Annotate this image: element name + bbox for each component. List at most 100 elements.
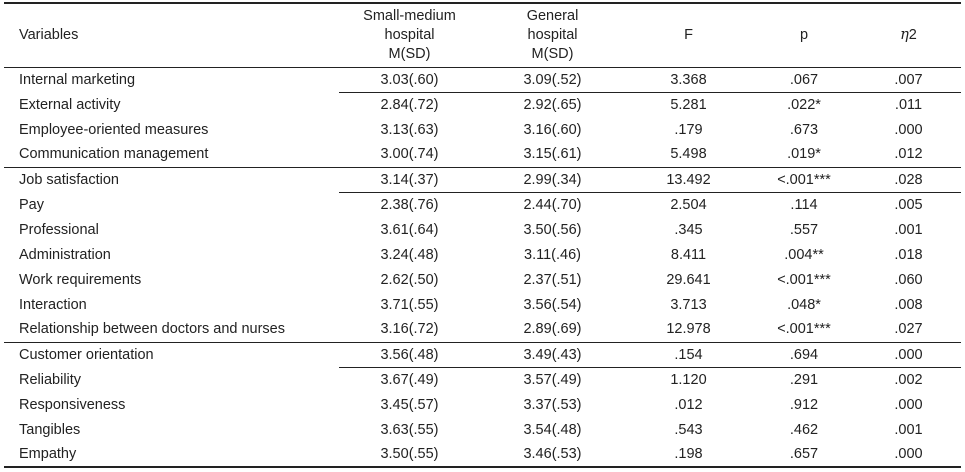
cell-f: 3.713 <box>670 296 707 313</box>
table-row: External activity 2.84(.72) 2.92(.65) 5.281… <box>4 92 961 117</box>
results-table: Variables Small-medium hospital M(SD) Ge… <box>4 2 961 468</box>
cell-eta: .027 <box>894 321 923 338</box>
header-small-medium-line3: M(SD) <box>388 45 431 62</box>
cell-small-medium: 2.84(.72) <box>380 96 439 113</box>
cell-general: 3.50(.56) <box>523 221 582 238</box>
cell-small-medium: 3.71(.55) <box>380 296 439 313</box>
cell-f: .543 <box>674 421 703 438</box>
cell-variable: Work requirements <box>19 271 142 288</box>
header-eta-symbol: η <box>900 26 909 43</box>
cell-general: 3.57(.49) <box>523 371 582 388</box>
cell-f: 12.978 <box>666 321 711 338</box>
table-row: Job satisfaction 3.14(.37) 2.99(.34) 13.492… <box>4 166 961 193</box>
cell-variable: Responsiveness <box>19 396 126 413</box>
header-variables: Variables <box>4 2 339 68</box>
cell-f: .154 <box>625 341 752 368</box>
header-general-line2: hospital <box>527 26 578 43</box>
table-row: Tangibles 3.63(.55) 3.54(.48) .543 .462 .001 <box>4 417 961 442</box>
header-general: General hospital M(SD) <box>480 2 625 68</box>
cell-eta: .001 <box>894 221 923 238</box>
cell-variable: Administration <box>19 246 111 263</box>
cell-small-medium: 3.61(.64) <box>380 221 439 238</box>
table-row: Professional 3.61(.64) 3.50(.56) .345 .557 .0… <box>4 217 961 242</box>
table-row: Administration 3.24(.48) 3.11(.46) 8.411 .00… <box>4 242 961 267</box>
cell-f: 3.368 <box>625 66 752 93</box>
cell-f: .012 <box>674 396 703 413</box>
cell-eta: .011 <box>894 96 923 113</box>
cell-p: <.001*** <box>777 321 831 338</box>
table-row: Pay 2.38(.76) 2.44(.70) 2.504 .114 .005 <box>4 192 961 217</box>
cell-p: .114 <box>790 196 818 213</box>
cell-variable: Customer orientation <box>4 341 339 367</box>
cell-general: 2.99(.34) <box>480 166 625 193</box>
cell-small-medium: 3.24(.48) <box>380 246 439 263</box>
cell-general: 2.92(.65) <box>523 96 582 113</box>
table-row: Responsiveness 3.45(.57) 3.37(.53) .012 .912… <box>4 392 961 417</box>
cell-eta: .012 <box>894 146 923 163</box>
cell-small-medium: 3.45(.57) <box>380 396 439 413</box>
cell-general: 3.46(.53) <box>480 442 625 468</box>
table-header: Variables Small-medium hospital M(SD) Ge… <box>4 2 961 68</box>
cell-variable: Empathy <box>4 442 339 468</box>
cell-general: 2.44(.70) <box>523 196 582 213</box>
header-general-line1: General <box>526 7 579 24</box>
cell-small-medium: 3.14(.37) <box>339 166 480 193</box>
cell-variable: Communication management <box>19 146 209 163</box>
cell-small-medium: 3.13(.63) <box>380 121 439 138</box>
table-row: Customer orientation 3.56(.48) 3.49(.43) .1… <box>4 341 961 368</box>
cell-f: 1.120 <box>670 371 707 388</box>
cell-variable: Job satisfaction <box>4 166 339 192</box>
cell-variable: Tangibles <box>19 421 81 438</box>
cell-variable: External activity <box>19 96 121 113</box>
cell-f: .179 <box>674 121 703 138</box>
table-row: Work requirements 2.62(.50) 2.37(.51) 29.64… <box>4 267 961 292</box>
cell-general: 2.37(.51) <box>523 271 582 288</box>
table-row: Interaction 3.71(.55) 3.56(.54) 3.713 .048*.… <box>4 292 961 317</box>
cell-p: <.001*** <box>752 166 856 193</box>
header-small-medium-line1: Small-medium <box>363 7 456 24</box>
cell-general: 3.56(.54) <box>523 296 582 313</box>
cell-eta: .002 <box>894 371 923 388</box>
table-body: Internal marketing 3.03(.60) 3.09(.52) 3.36… <box>4 66 961 468</box>
cell-small-medium: 3.56(.48) <box>339 341 480 368</box>
header-small-medium-line2: hospital <box>384 26 435 43</box>
cell-eta: .005 <box>894 196 923 213</box>
cell-eta: .000 <box>856 341 961 368</box>
cell-small-medium: 3.50(.55) <box>339 442 480 468</box>
cell-variable: Professional <box>19 221 99 238</box>
cell-general: 3.11(.46) <box>524 246 581 263</box>
cell-general: 2.89(.69) <box>523 321 582 338</box>
cell-eta: .018 <box>894 246 923 263</box>
cell-variable: Relationship between doctors and nurses <box>19 321 285 338</box>
cell-small-medium: 2.38(.76) <box>380 196 439 213</box>
cell-small-medium: 3.16(.72) <box>380 321 439 338</box>
cell-p: .912 <box>789 396 819 413</box>
cell-p: .019* <box>787 146 821 163</box>
cell-f: .198 <box>625 442 752 468</box>
cell-f: 29.641 <box>666 271 711 288</box>
cell-general: 3.15(.61) <box>523 146 582 163</box>
cell-f: 2.504 <box>670 196 707 213</box>
cell-variable: Interaction <box>19 296 87 313</box>
cell-variable: Pay <box>19 196 44 213</box>
cell-small-medium: 3.03(.60) <box>339 66 480 93</box>
cell-f: 13.492 <box>625 166 752 193</box>
cell-variable: Reliability <box>19 371 82 388</box>
cell-f: 5.498 <box>670 146 707 163</box>
cell-eta: .008 <box>894 296 923 313</box>
table-row: Communication management 3.00(.74) 3.15(.6… <box>4 142 961 167</box>
cell-f: 8.411 <box>670 246 707 263</box>
table-row: Reliability 3.67(.49) 3.57(.49) 1.120 .291 .0… <box>4 367 961 392</box>
cell-p: .557 <box>789 221 819 238</box>
header-small-medium: Small-medium hospital M(SD) <box>339 2 480 68</box>
cell-eta: .000 <box>856 442 961 468</box>
cell-p: .673 <box>789 121 819 138</box>
cell-general: 3.16(.60) <box>523 121 582 138</box>
cell-small-medium: 3.00(.74) <box>380 146 439 163</box>
cell-eta: .007 <box>856 66 961 93</box>
cell-p: .048* <box>787 296 821 313</box>
table-row: Employee-oriented measures 3.13(.63) 3.16(… <box>4 117 961 142</box>
table-row: Empathy 3.50(.55) 3.46(.53) .198.657.000 <box>4 442 961 468</box>
cell-general: 3.49(.43) <box>480 341 625 368</box>
cell-eta: .028 <box>856 166 961 193</box>
